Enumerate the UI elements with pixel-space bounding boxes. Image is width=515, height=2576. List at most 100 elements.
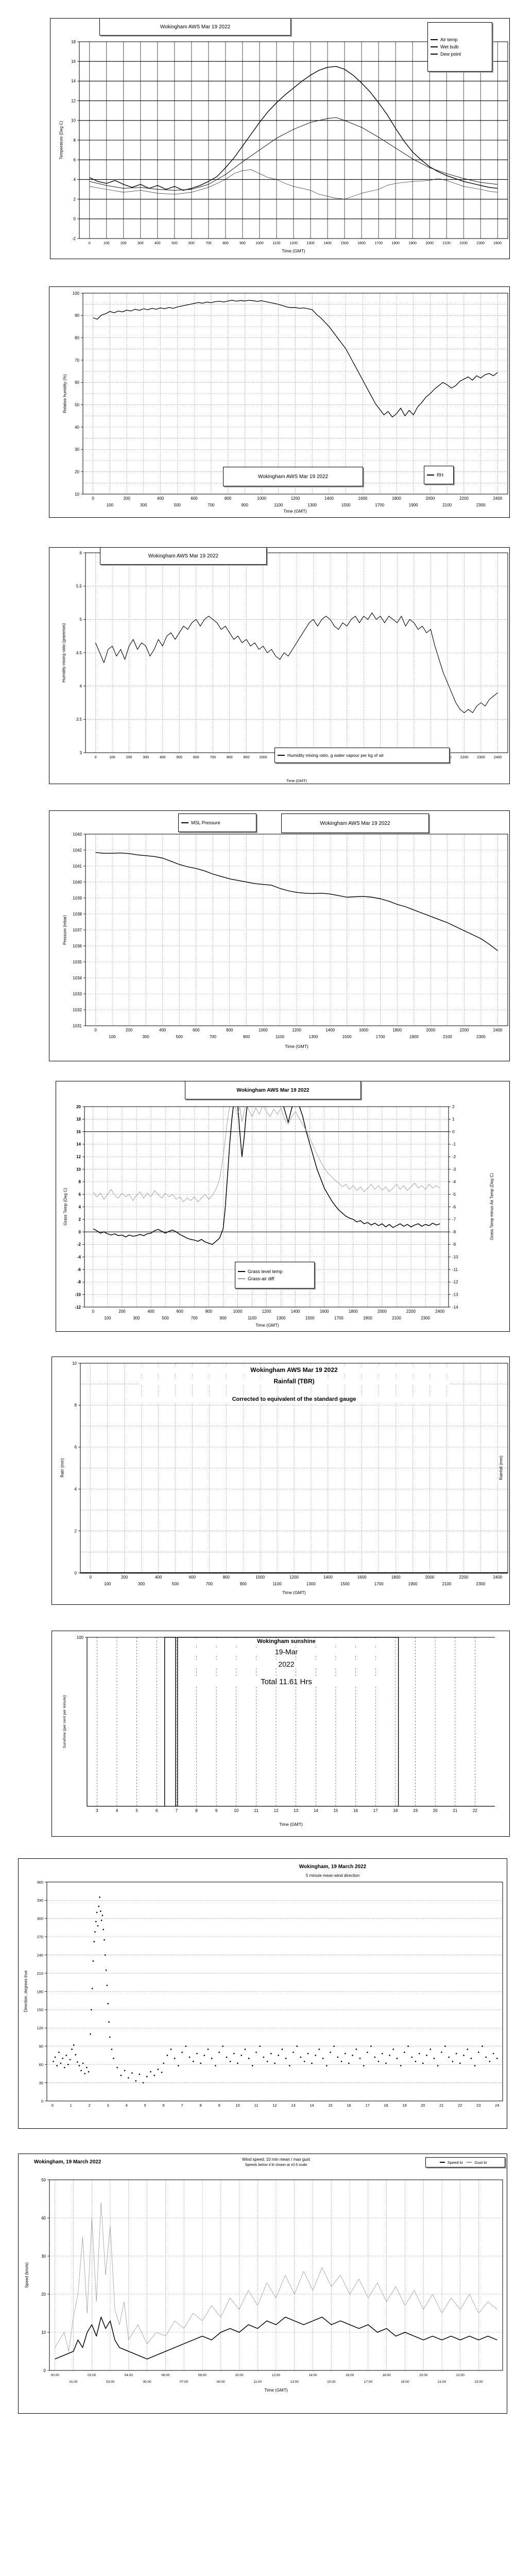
svg-text:12:00: 12:00 bbox=[272, 2374, 281, 2377]
svg-text:14: 14 bbox=[310, 2103, 314, 2108]
chart-title-text: Wokingham AWS Mar 19 2022 bbox=[320, 820, 390, 826]
svg-text:270: 270 bbox=[37, 1935, 43, 1939]
svg-text:0: 0 bbox=[79, 1230, 81, 1234]
svg-text:1: 1 bbox=[70, 2103, 72, 2108]
svg-text:05:00: 05:00 bbox=[143, 2380, 151, 2384]
svg-text:1033: 1033 bbox=[73, 992, 82, 996]
svg-text:1000: 1000 bbox=[259, 756, 267, 759]
svg-text:16: 16 bbox=[71, 59, 76, 64]
svg-text:20: 20 bbox=[75, 469, 79, 474]
svg-text:1900: 1900 bbox=[408, 242, 417, 245]
legend-label: Speed kt bbox=[447, 2160, 463, 2165]
svg-text:210: 210 bbox=[37, 1971, 43, 1976]
svg-text:21: 21 bbox=[439, 2103, 443, 2108]
svg-text:1500: 1500 bbox=[341, 503, 351, 507]
svg-text:1300: 1300 bbox=[277, 1316, 286, 1320]
svg-text:900: 900 bbox=[244, 756, 250, 759]
svg-text:20: 20 bbox=[76, 1105, 81, 1109]
svg-text:14: 14 bbox=[314, 1808, 318, 1813]
wind-speed-chart-panel: 0 10 20 30 40 50 00:00 01:00 02:00 03:00 04:00 05:0… bbox=[18, 2154, 507, 2414]
svg-text:3: 3 bbox=[80, 751, 82, 755]
svg-text:20: 20 bbox=[433, 1808, 438, 1813]
chart-title: Wokingham AWS Mar 19 2022 bbox=[140, 1366, 449, 1374]
svg-text:800: 800 bbox=[223, 1575, 230, 1580]
svg-text:0: 0 bbox=[41, 2099, 43, 2104]
svg-text:8: 8 bbox=[200, 2103, 202, 2108]
x-axis-title: Time (GMT) bbox=[286, 778, 307, 783]
grass-temp-line-swatch bbox=[238, 1271, 245, 1272]
svg-text:2300: 2300 bbox=[476, 1035, 486, 1039]
legend-label: Grass-air diff bbox=[248, 1276, 274, 1281]
svg-text:300: 300 bbox=[138, 1582, 145, 1586]
svg-text:20:00: 20:00 bbox=[419, 2374, 428, 2377]
svg-text:21: 21 bbox=[453, 1808, 457, 1813]
svg-text:1000: 1000 bbox=[257, 496, 266, 501]
pressure-line-swatch bbox=[181, 822, 188, 823]
svg-text:300: 300 bbox=[138, 242, 144, 245]
svg-text:22: 22 bbox=[473, 1808, 477, 1813]
svg-text:07:00: 07:00 bbox=[180, 2380, 188, 2384]
chart-title-text: Wokingham AWS Mar 19 2022 bbox=[160, 24, 231, 30]
svg-text:01:00: 01:00 bbox=[69, 2380, 78, 2384]
svg-text:12: 12 bbox=[272, 2103, 277, 2108]
humidity-chart-panel: 10 20 30 40 50 60 70 80 90 100 0 100 200 300 400 500 600… bbox=[49, 286, 510, 518]
svg-text:1200: 1200 bbox=[291, 496, 300, 501]
svg-text:13: 13 bbox=[294, 1808, 298, 1813]
svg-text:600: 600 bbox=[193, 1028, 200, 1032]
svg-text:0: 0 bbox=[74, 217, 76, 222]
chart-title: Wokingham AWS Mar 19 2022 bbox=[223, 467, 363, 486]
svg-text:600: 600 bbox=[193, 756, 199, 759]
x-axis-title: Time (GMT) bbox=[282, 248, 305, 253]
svg-text:2400: 2400 bbox=[435, 1309, 444, 1314]
svg-text:2: 2 bbox=[89, 2103, 91, 2108]
svg-text:2100: 2100 bbox=[443, 1035, 452, 1039]
pressure-chart-canvas: 1031 1032 1033 1034 1035 1036 1037 1038 1039 1040… bbox=[73, 832, 508, 1039]
svg-text:8: 8 bbox=[75, 1403, 77, 1408]
svg-text:2: 2 bbox=[75, 1529, 77, 1533]
legend-label: Grass level temp bbox=[248, 1269, 283, 1274]
svg-text:2300: 2300 bbox=[476, 242, 485, 245]
svg-text:-5: -5 bbox=[452, 1192, 456, 1197]
legend-item: Wet bulb bbox=[431, 44, 489, 49]
svg-text:100: 100 bbox=[73, 291, 80, 296]
svg-text:330: 330 bbox=[37, 1898, 43, 1903]
svg-text:1500: 1500 bbox=[340, 242, 349, 245]
temperature-chart-panel: -2 0 2 4 6 8 10 12 14 16 18 0 100 200 300 400 500 600 700 8… bbox=[50, 18, 510, 259]
svg-text:40: 40 bbox=[75, 425, 79, 430]
svg-text:1043: 1043 bbox=[73, 832, 82, 837]
svg-text:300: 300 bbox=[37, 1917, 43, 1921]
svg-text:1900: 1900 bbox=[409, 1035, 419, 1039]
svg-text:400: 400 bbox=[155, 1575, 162, 1580]
svg-text:5: 5 bbox=[144, 2103, 146, 2108]
svg-text:500: 500 bbox=[176, 756, 182, 759]
svg-text:19: 19 bbox=[402, 2103, 406, 2108]
svg-text:2100: 2100 bbox=[392, 1316, 401, 1320]
air-temp-line-swatch bbox=[431, 39, 438, 40]
legend-item: Humidity mixing ratio, g water vapour pe… bbox=[278, 753, 447, 758]
svg-text:-4: -4 bbox=[77, 1255, 81, 1260]
x-axis-title: Time (GMT) bbox=[264, 2387, 288, 2393]
svg-text:200: 200 bbox=[123, 496, 130, 501]
svg-text:3: 3 bbox=[96, 1808, 98, 1813]
svg-text:100: 100 bbox=[104, 1316, 111, 1320]
svg-text:2: 2 bbox=[74, 197, 76, 201]
svg-text:19:00: 19:00 bbox=[401, 2380, 409, 2384]
svg-text:0: 0 bbox=[92, 496, 94, 501]
svg-text:1700: 1700 bbox=[376, 1035, 385, 1039]
svg-text:4: 4 bbox=[79, 1205, 81, 1209]
svg-text:1800: 1800 bbox=[392, 1028, 402, 1032]
svg-text:1200: 1200 bbox=[292, 1028, 301, 1032]
svg-text:1700: 1700 bbox=[375, 503, 384, 507]
svg-text:-2: -2 bbox=[72, 236, 76, 241]
svg-text:30: 30 bbox=[39, 2080, 43, 2085]
speed-line-swatch bbox=[439, 2162, 445, 2163]
svg-text:-2: -2 bbox=[77, 1242, 81, 1247]
svg-text:1600: 1600 bbox=[358, 496, 368, 501]
svg-text:200: 200 bbox=[126, 756, 132, 759]
svg-text:-7: -7 bbox=[452, 1217, 456, 1222]
svg-text:1400: 1400 bbox=[323, 1575, 333, 1580]
svg-text:2400: 2400 bbox=[494, 756, 502, 759]
svg-text:300: 300 bbox=[133, 1316, 140, 1320]
svg-text:5: 5 bbox=[80, 617, 82, 622]
svg-text:22: 22 bbox=[458, 2103, 462, 2108]
